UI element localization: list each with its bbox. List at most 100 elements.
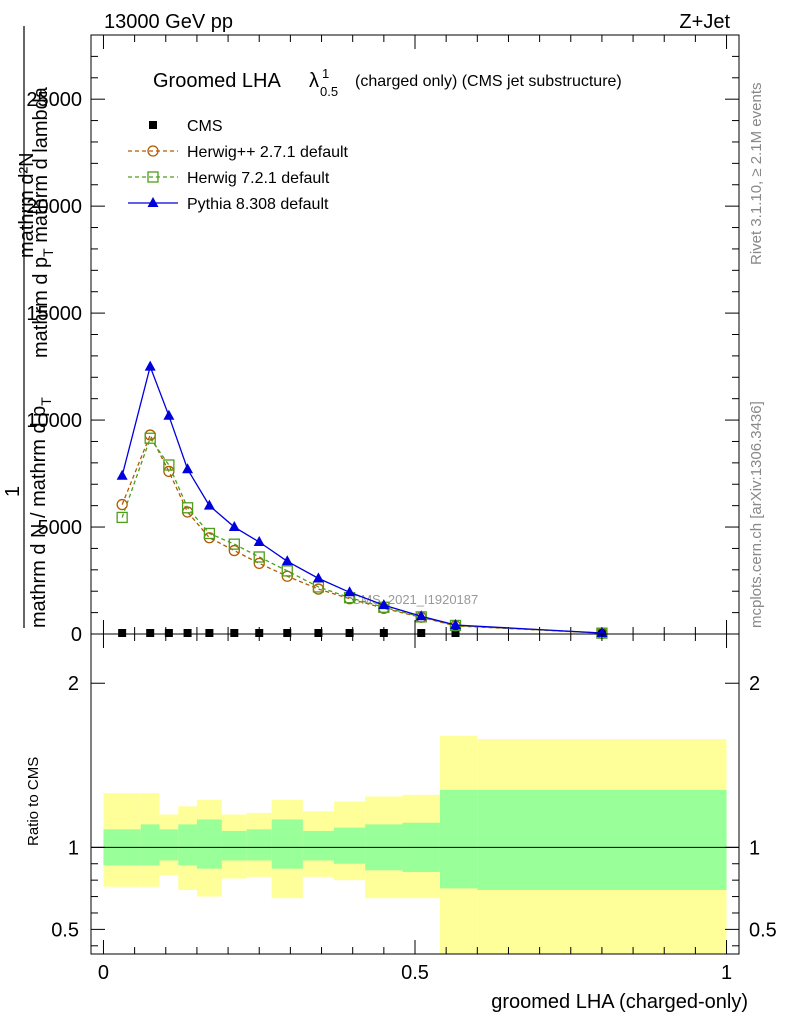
- data-point: [345, 629, 354, 637]
- ratio-inner-band-bin: [196, 819, 222, 869]
- legend-entry: CMS: [149, 118, 223, 135]
- rivet-label: Rivet 3.1.10, ≥ 2.1M events: [748, 83, 765, 266]
- data-point: [163, 465, 175, 478]
- data-point: [203, 527, 216, 540]
- data-point: [230, 629, 239, 637]
- legend-label: Herwig++ 2.7.1 default: [187, 144, 349, 161]
- data-point: [147, 145, 159, 157]
- series-line: [121, 436, 602, 634]
- ratio-y-tick-label-right: 0.5: [749, 919, 777, 941]
- data-point: [312, 572, 324, 583]
- data-point: [378, 599, 390, 610]
- ratio-y-tick-label-right: 2: [749, 673, 760, 695]
- data-point: [450, 619, 461, 630]
- data-point: [182, 463, 194, 474]
- data-point: [283, 629, 292, 637]
- data-point: [205, 629, 214, 637]
- side-labels: Rivet 3.1.10, ≥ 2.1M events mcplots.cern…: [748, 83, 765, 629]
- data-point: [281, 555, 293, 566]
- ratio-y-tick-label: 0.5: [51, 919, 79, 941]
- legend-label: Herwig 7.2.1 default: [187, 170, 330, 187]
- data-point: [144, 360, 156, 371]
- data-point: [163, 459, 175, 471]
- x-tick-label: 0.5: [401, 962, 429, 984]
- main-y-tick-label: 15000: [26, 303, 82, 325]
- header: 13000 GeV pp Z+Jet: [104, 11, 730, 33]
- data-point: [314, 629, 323, 637]
- ratio-ylabel: Ratio to CMS: [25, 757, 42, 846]
- ratio-inner-band-bin: [334, 827, 366, 864]
- data-point: [253, 536, 265, 547]
- data-point: [415, 610, 427, 621]
- ratio-y-tick-label: 2: [68, 673, 79, 695]
- main-panel: 0 5000 10000 15000 20000 25000 CMS_2021_I1920…: [26, 34, 740, 646]
- data-point: [253, 557, 265, 570]
- data-point: [379, 629, 388, 637]
- ratio-inner-band-bin: [439, 789, 478, 889]
- data-point: [255, 629, 264, 637]
- data-point: [163, 409, 175, 420]
- title-sub: 0.5: [320, 84, 338, 99]
- data-point: [228, 521, 240, 532]
- series-line: [121, 364, 602, 634]
- legend-label: Pythia 8.308 default: [187, 196, 329, 213]
- x-tick-label: 0: [98, 962, 109, 984]
- main-y-tick-labels: 0 5000 10000 15000 20000 25000: [26, 89, 82, 646]
- watermark: CMS_2021_I1920187: [352, 592, 479, 607]
- y-axis-title: mathrm d²N 1 mathrm d pT mathrm d lambda…: [2, 26, 56, 628]
- main-y-tick-label: 0: [71, 624, 82, 646]
- ratio-inner-band-bin: [302, 830, 334, 861]
- x-tick-labels: 0 0.5 1: [98, 962, 732, 984]
- ratio-inner-band-bin: [178, 824, 197, 866]
- ratio-y-tick-label: 1: [68, 837, 79, 859]
- ratio-y-tick-label-right: 1: [749, 837, 760, 859]
- data-point: [116, 469, 128, 480]
- ratio-y-tick-labels: 0.5 0.5 1 1 2 2: [51, 673, 777, 941]
- data-point: [116, 511, 128, 524]
- title-sup: 1: [322, 66, 329, 81]
- data-point: [118, 629, 127, 637]
- legend-entry: Herwig++ 2.7.1 default: [128, 144, 349, 161]
- x-axis-title: groomed LHA (charged-only): [491, 991, 748, 1013]
- data-point: [451, 629, 460, 637]
- header-left: 13000 GeV pp: [104, 11, 233, 33]
- data-point: [183, 629, 192, 637]
- main-y-tick-label: 10000: [26, 410, 82, 432]
- ratio-bands: [103, 735, 727, 954]
- ylabel-top: mathrm d²N: [16, 152, 38, 258]
- ylabel-top-sub: mathrm d pT mathrm d lambda: [30, 86, 56, 358]
- main-y-tick-label: 20000: [26, 196, 82, 218]
- data-point: [203, 532, 216, 544]
- series-line: [121, 433, 602, 634]
- data-point: [228, 538, 240, 550]
- chart-title: Groomed LHA λ 1 0.5 (charged only) (CMS …: [153, 66, 622, 99]
- main-y-tick-label: 5000: [38, 517, 83, 539]
- data-point: [147, 197, 159, 207]
- subtitle: (charged only) (CMS jet substructure): [355, 73, 622, 90]
- data-point: [149, 121, 157, 129]
- series-3: [116, 360, 608, 638]
- ratio-inner-band-bin: [159, 829, 179, 861]
- ratio-ticks: [91, 634, 739, 954]
- data-point: [253, 551, 265, 563]
- main-series: [116, 360, 608, 639]
- x-tick-label: 1: [721, 962, 732, 984]
- mcplots-label: mcplots.cern.ch [arXiv:1306.3436]: [748, 401, 765, 628]
- data-point: [116, 498, 128, 511]
- title-symbol: λ: [309, 70, 319, 92]
- data-point: [164, 629, 173, 637]
- data-point: [147, 171, 159, 183]
- data-point: [203, 499, 215, 510]
- ratio-frame: [90, 633, 740, 955]
- data-point: [181, 502, 194, 514]
- ratio-inner-band-bin: [140, 824, 160, 866]
- legend-label: CMS: [187, 118, 223, 135]
- main-y-tick-label: 25000: [26, 89, 82, 111]
- data-point: [344, 586, 356, 597]
- data-point: [596, 627, 608, 638]
- data-point: [144, 432, 156, 444]
- legend: CMS Herwig++ 2.7.1 default Herwig 7.2.1 de…: [128, 118, 349, 213]
- ratio-inner-band-bin: [246, 829, 272, 861]
- data-point: [417, 629, 426, 637]
- ylabel-bottom: mathrm d N / mathrm d pT: [28, 397, 54, 628]
